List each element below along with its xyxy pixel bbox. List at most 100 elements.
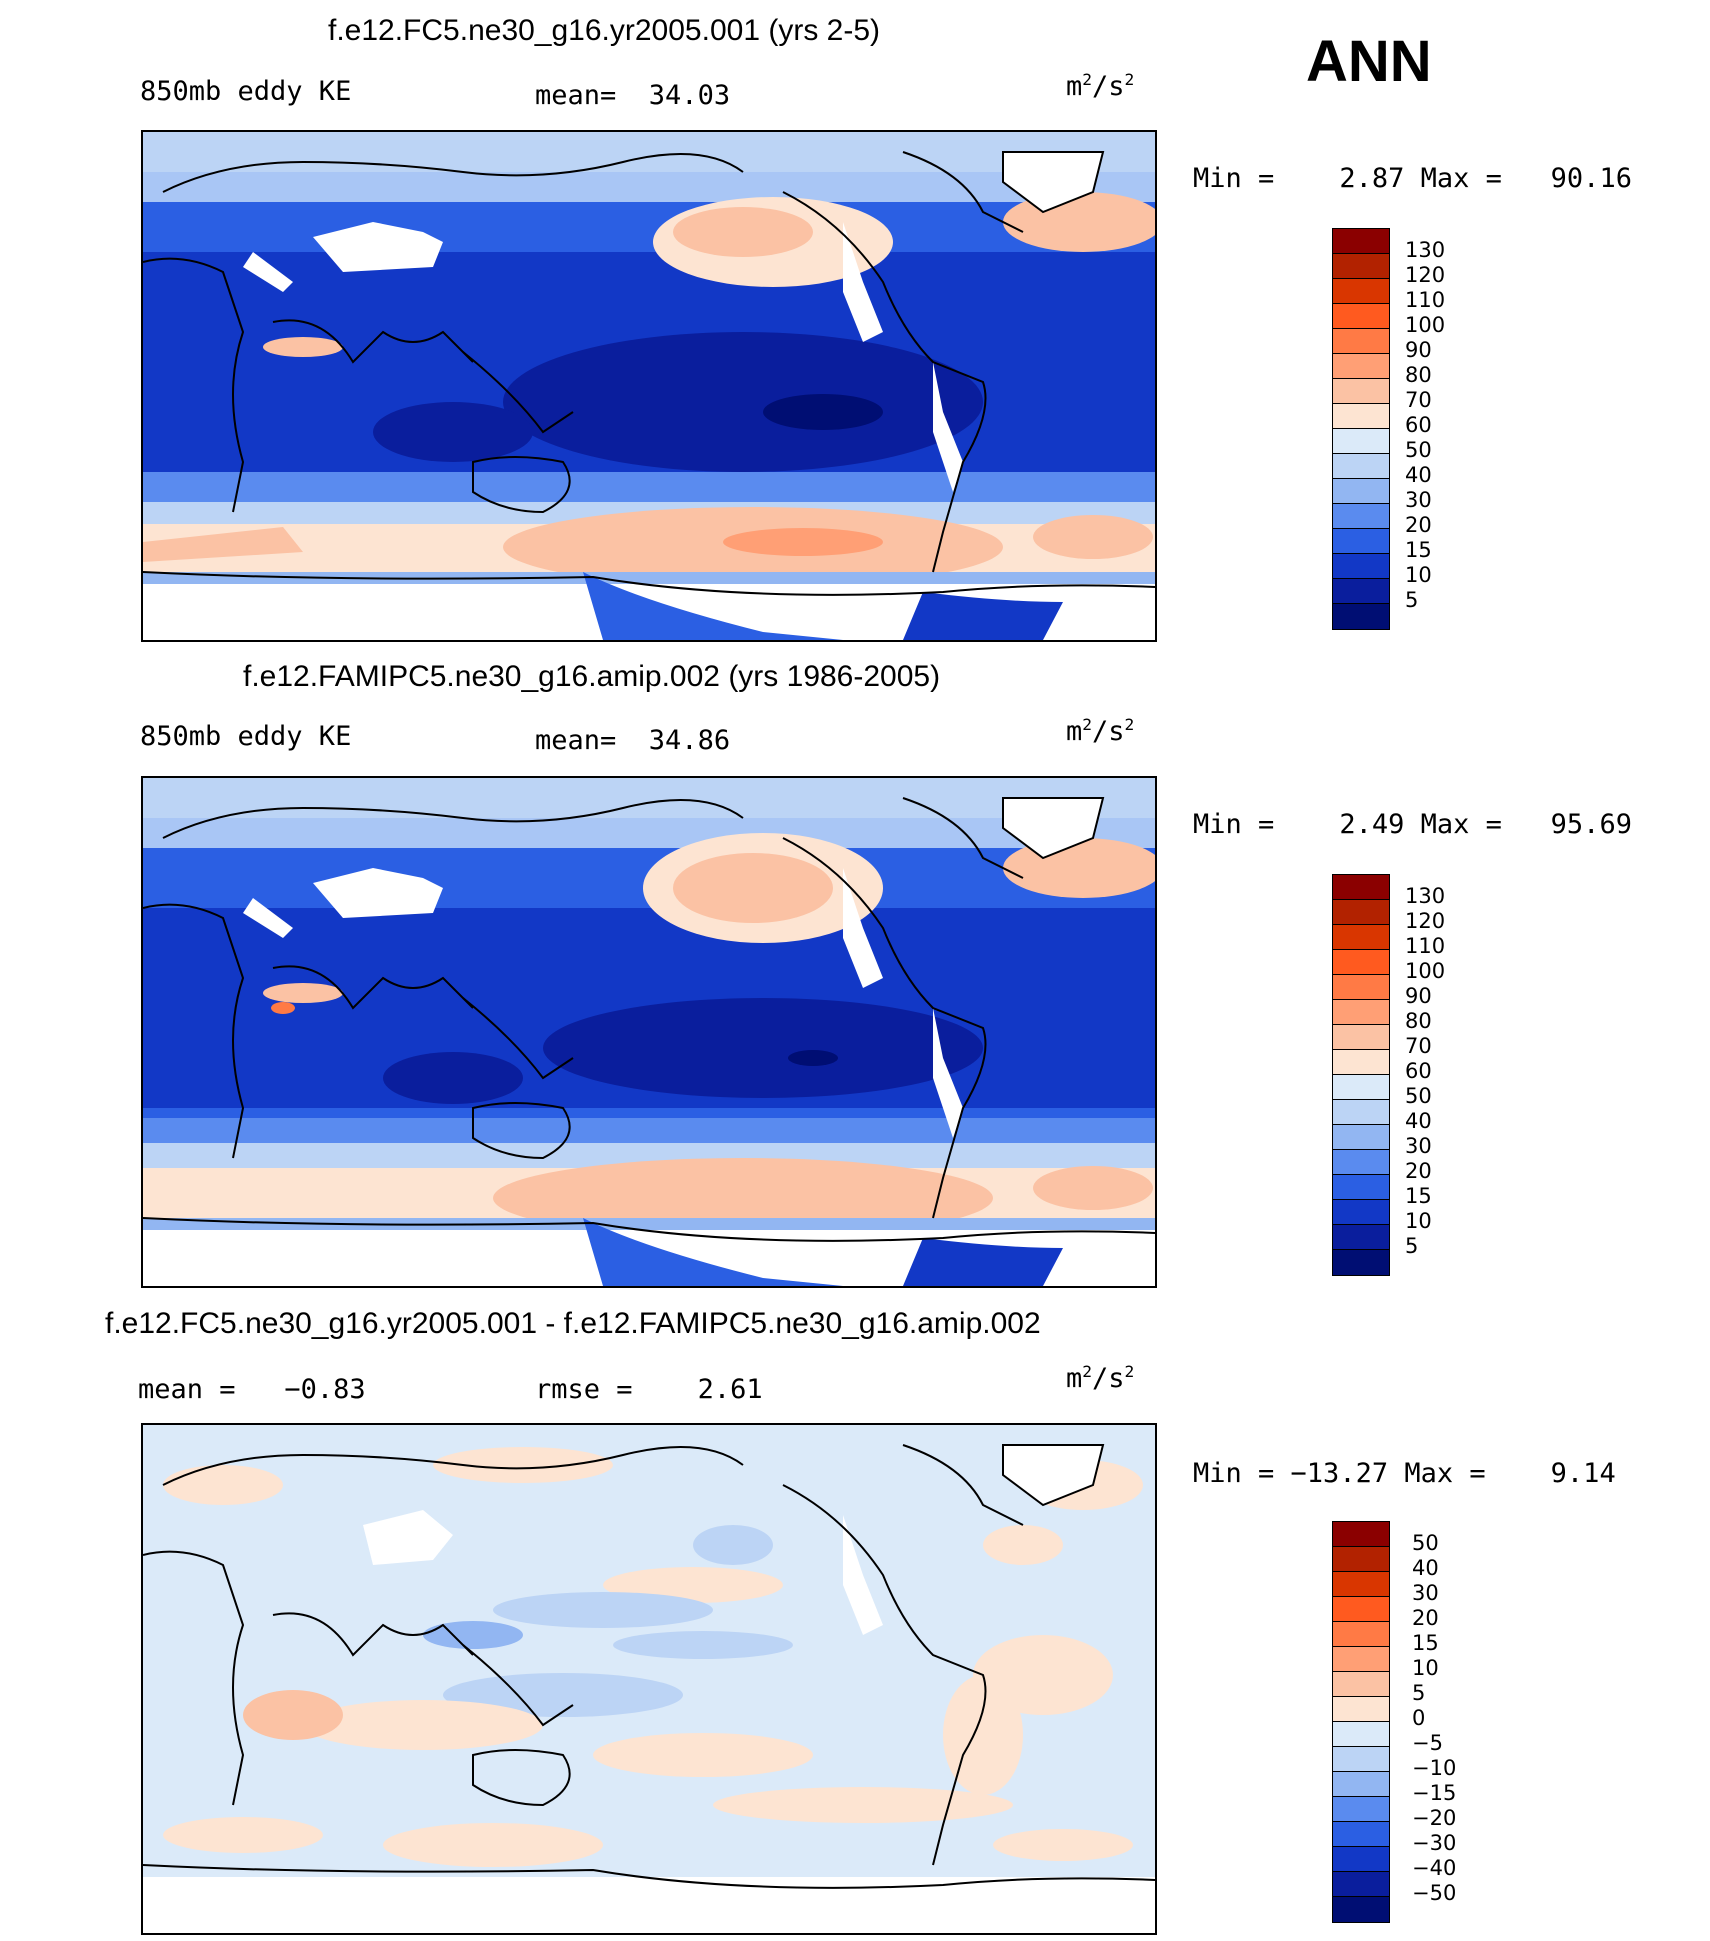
colorbar-label: 50 <box>1405 438 1432 462</box>
panel-2-units: m2/s2 <box>1066 715 1135 747</box>
colorbar-cell <box>1333 229 1389 254</box>
panel-3-map <box>141 1423 1157 1935</box>
colorbar-cell <box>1333 875 1389 900</box>
panel-1-map <box>141 130 1157 642</box>
colorbar-cell <box>1333 1872 1389 1897</box>
colorbar-cell <box>1333 1572 1389 1597</box>
colorbar-cell <box>1333 1747 1389 1772</box>
colorbar-cell <box>1333 1772 1389 1797</box>
colorbar-cell <box>1333 1597 1389 1622</box>
colorbar-cell <box>1333 1050 1389 1075</box>
colorbar-label: 50 <box>1412 1531 1439 1555</box>
colorbar-label: −15 <box>1412 1781 1457 1805</box>
colorbar-cell <box>1333 479 1389 504</box>
colorbar-label: −50 <box>1412 1881 1457 1905</box>
colorbar-label: 80 <box>1405 363 1432 387</box>
panel-1-colorbar <box>1332 228 1390 630</box>
colorbar-cell <box>1333 379 1389 404</box>
colorbar-cell <box>1333 404 1389 429</box>
colorbar-cell <box>1333 354 1389 379</box>
panel-2-map <box>141 776 1157 1288</box>
panel-2-title: f.e12.FAMIPC5.ne30_g16.amip.002 (yrs 198… <box>243 660 941 693</box>
panel-3-mean: mean = −0.83 <box>138 1374 366 1405</box>
colorbar-label: −40 <box>1412 1856 1457 1880</box>
colorbar-label: 30 <box>1405 488 1432 512</box>
colorbar-cell <box>1333 1897 1389 1922</box>
panel-3-title: f.e12.FC5.ne30_g16.yr2005.001 - f.e12.FA… <box>105 1307 1041 1340</box>
panel-1-units: m2/s2 <box>1066 70 1135 102</box>
colorbar-cell <box>1333 1175 1389 1200</box>
colorbar-cell <box>1333 1225 1389 1250</box>
colorbar-label: 15 <box>1405 1184 1432 1208</box>
colorbar-cell <box>1333 1100 1389 1125</box>
colorbar-label: 120 <box>1405 909 1446 933</box>
colorbar-label: 130 <box>1405 238 1446 262</box>
colorbar-label: −5 <box>1412 1731 1443 1755</box>
colorbar-cell <box>1333 1672 1389 1697</box>
panel-1-min-max: Min = 2.87 Max = 90.16 <box>1193 163 1632 194</box>
colorbar-cell <box>1333 254 1389 279</box>
colorbar-label: 40 <box>1405 463 1432 487</box>
colorbar-cell <box>1333 975 1389 1000</box>
colorbar-cell <box>1333 304 1389 329</box>
colorbar-cell <box>1333 1000 1389 1025</box>
colorbar-label: 40 <box>1405 1109 1432 1133</box>
colorbar-label: 100 <box>1405 313 1446 337</box>
colorbar-label: 50 <box>1405 1084 1432 1108</box>
colorbar-label: 110 <box>1405 934 1446 958</box>
panel-2-mean: mean= 34.86 <box>535 725 731 756</box>
colorbar-cell <box>1333 1547 1389 1572</box>
colorbar-label: 60 <box>1405 413 1432 437</box>
colorbar-cell <box>1333 1822 1389 1847</box>
colorbar-cell <box>1333 429 1389 454</box>
colorbar-label: −10 <box>1412 1756 1457 1780</box>
panel-3-min-max: Min = −13.27 Max = 9.14 <box>1193 1458 1616 1489</box>
colorbar-label: 30 <box>1412 1581 1439 1605</box>
panel-3-colorbar <box>1332 1521 1390 1923</box>
colorbar-cell <box>1333 1647 1389 1672</box>
colorbar-cell <box>1333 1250 1389 1275</box>
colorbar-label: 0 <box>1412 1706 1426 1730</box>
colorbar-cell <box>1333 1200 1389 1225</box>
panel-3-rmse: rmse = 2.61 <box>535 1374 763 1405</box>
panel-1-title: f.e12.FC5.ne30_g16.yr2005.001 (yrs 2-5) <box>328 14 880 47</box>
colorbar-label: 80 <box>1405 1009 1432 1033</box>
colorbar-cell <box>1333 504 1389 529</box>
colorbar-cell <box>1333 1797 1389 1822</box>
colorbar-label: 40 <box>1412 1556 1439 1580</box>
colorbar-label: 60 <box>1405 1059 1432 1083</box>
colorbar-label: 10 <box>1412 1656 1439 1680</box>
colorbar-label: 5 <box>1412 1681 1426 1705</box>
colorbar-label: 20 <box>1405 1159 1432 1183</box>
colorbar-cell <box>1333 1025 1389 1050</box>
colorbar-label: 70 <box>1405 388 1432 412</box>
colorbar-label: 110 <box>1405 288 1446 312</box>
panel-2-colorbar <box>1332 874 1390 1276</box>
colorbar-label: 15 <box>1412 1631 1439 1655</box>
colorbar-label: 5 <box>1405 1234 1419 1258</box>
colorbar-label: 90 <box>1405 984 1432 1008</box>
colorbar-label: 5 <box>1405 588 1419 612</box>
colorbar-label: 10 <box>1405 563 1432 587</box>
colorbar-cell <box>1333 900 1389 925</box>
colorbar-cell <box>1333 925 1389 950</box>
panel-3-units: m2/s2 <box>1066 1362 1135 1394</box>
panel-1-variable: 850mb eddy KE <box>140 76 352 107</box>
colorbar-label: −30 <box>1412 1831 1457 1855</box>
colorbar-label: 120 <box>1405 263 1446 287</box>
panel-2-variable: 850mb eddy KE <box>140 721 352 752</box>
colorbar-cell <box>1333 1075 1389 1100</box>
season-label: ANN <box>1306 29 1432 94</box>
colorbar-cell <box>1333 604 1389 629</box>
colorbar-cell <box>1333 554 1389 579</box>
colorbar-cell <box>1333 1847 1389 1872</box>
colorbar-cell <box>1333 329 1389 354</box>
colorbar-cell <box>1333 454 1389 479</box>
colorbar-label: 130 <box>1405 884 1446 908</box>
colorbar-label: 20 <box>1412 1606 1439 1630</box>
colorbar-cell <box>1333 1150 1389 1175</box>
colorbar-cell <box>1333 579 1389 604</box>
colorbar-cell <box>1333 1722 1389 1747</box>
colorbar-label: 90 <box>1405 338 1432 362</box>
colorbar-label: 70 <box>1405 1034 1432 1058</box>
